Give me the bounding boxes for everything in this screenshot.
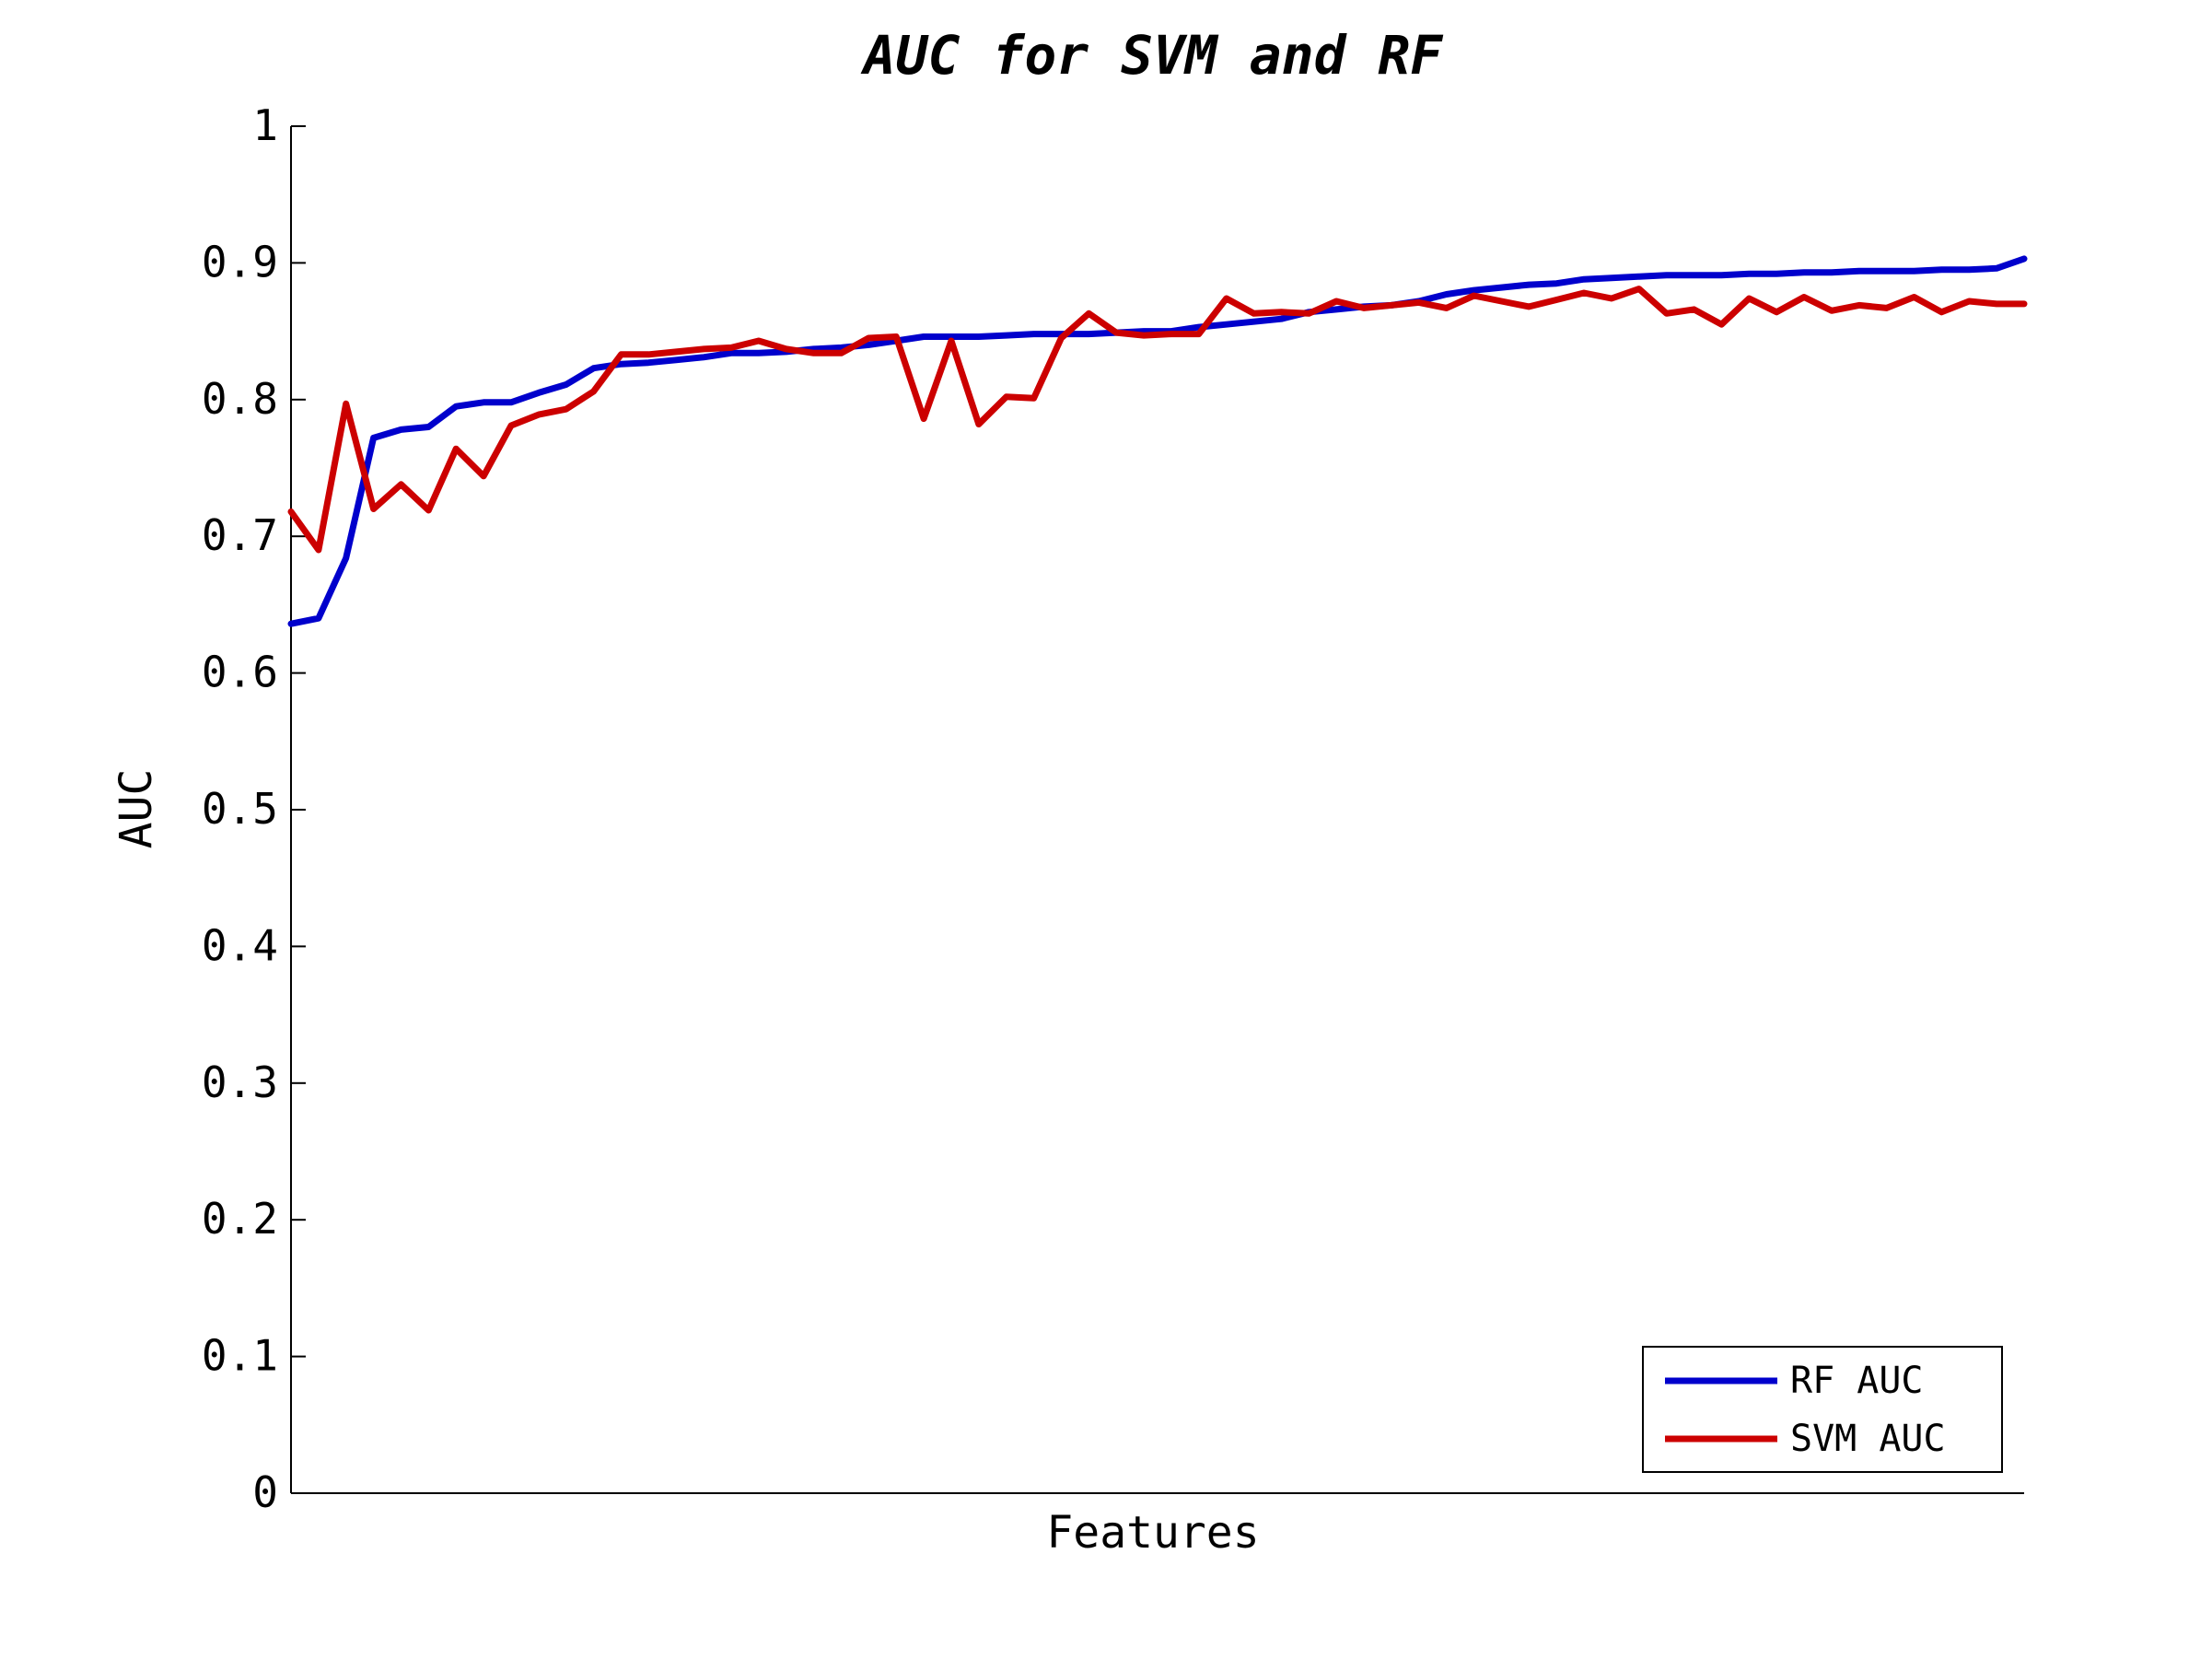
y-tick-label: 0.8 <box>202 374 278 424</box>
y-tick-label: 0.4 <box>202 920 278 970</box>
y-tick-label: 0.7 <box>202 510 278 560</box>
y-tick-label: 0.2 <box>202 1194 278 1244</box>
legend-box <box>1642 1346 2003 1473</box>
x-axis-label: Features <box>1046 1507 1259 1559</box>
y-tick-label: 0.6 <box>202 648 278 697</box>
rf-auc-line <box>287 255 2028 627</box>
svm-auc-line <box>287 286 2028 554</box>
y-tick-label: 0.5 <box>202 784 278 834</box>
y-axis-label: AUC <box>111 769 162 849</box>
y-tick-label: 0.9 <box>202 237 278 286</box>
legend: RF AUC SVM AUC <box>1642 1346 2003 1473</box>
chart-title: AUC for SVM and RF <box>860 24 1444 87</box>
series-lines <box>287 255 2028 627</box>
y-tick-label: 0 <box>252 1467 278 1517</box>
y-ticks: 0 0.1 0.2 0.3 0.4 0.5 0.6 0.7 0.8 0.9 1 <box>202 100 306 1517</box>
legend-label-svm: SVM AUC <box>1790 1418 1946 1460</box>
legend-label-rf: RF AUC <box>1790 1360 1924 1402</box>
y-tick-label: 0.3 <box>202 1057 278 1107</box>
y-tick-label: 0.1 <box>202 1331 278 1381</box>
y-tick-label: 1 <box>252 100 278 150</box>
